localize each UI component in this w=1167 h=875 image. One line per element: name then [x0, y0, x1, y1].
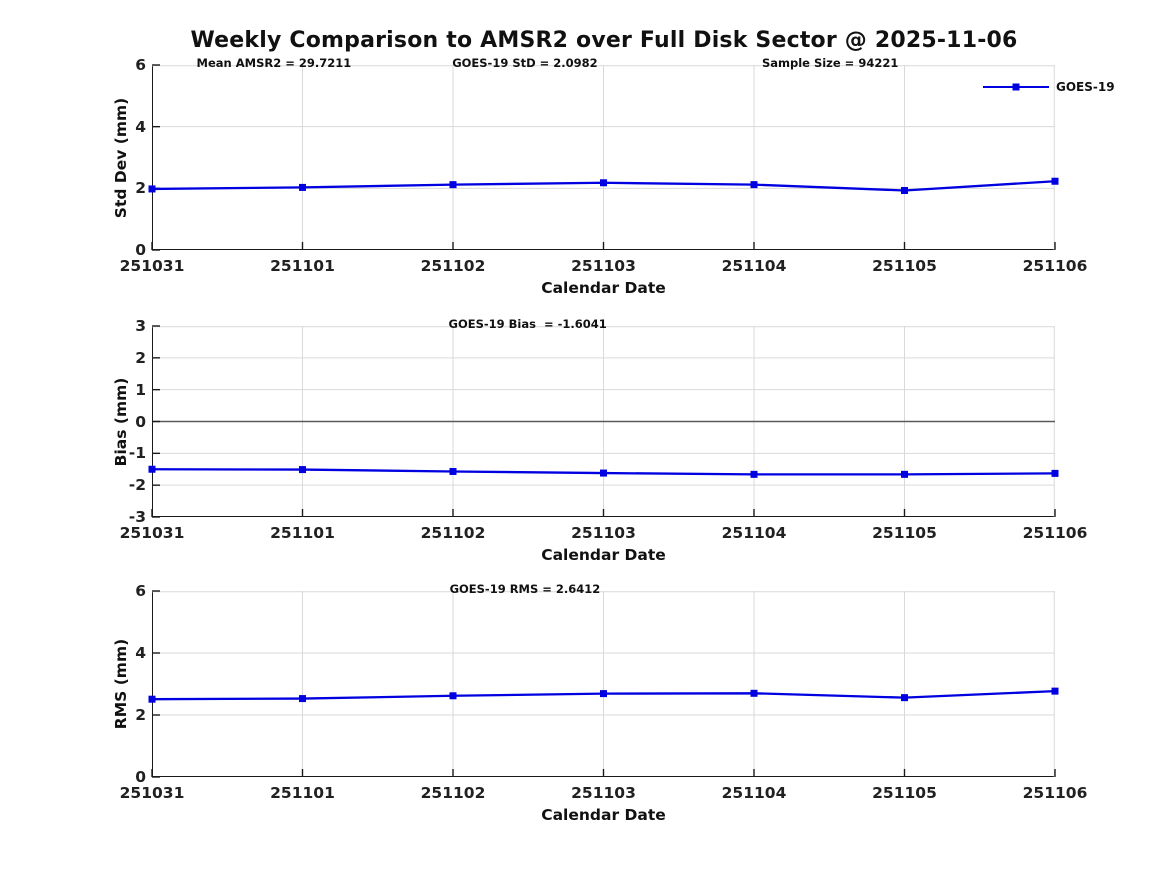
x-axis-title: Calendar Date: [541, 546, 666, 564]
y-tick-label: 4: [135, 117, 146, 136]
x-tick-label: 251106: [1022, 257, 1088, 275]
x-axis-title: Calendar Date: [541, 279, 666, 297]
stat-annotation: Sample Size = 94221: [761, 56, 899, 70]
x-tick-label: 251106: [1022, 524, 1088, 542]
y-tick-label: 2: [135, 179, 146, 198]
x-tick-label: 251101: [270, 524, 335, 542]
legend-square-marker-icon: [1012, 83, 1020, 91]
y-tick-label: 0: [135, 412, 146, 431]
data-point-marker: [1051, 177, 1059, 185]
x-tick-label: 251031: [119, 524, 185, 542]
data-point-marker: [750, 470, 758, 478]
y-tick-label: 4: [135, 644, 146, 662]
data-point-marker: [299, 466, 306, 474]
x-tick-label: 251031: [119, 784, 185, 802]
plot-svg: [148, 590, 1059, 778]
data-point-marker: [750, 689, 758, 697]
legend-series-label: GOES-19: [1056, 80, 1115, 94]
x-tick-label: 251103: [571, 784, 636, 802]
x-tick-label: 251101: [270, 257, 335, 275]
y-tick-label: 6: [135, 582, 146, 600]
y-tick-label: 2: [135, 348, 146, 367]
data-point-marker: [600, 690, 607, 698]
y-tick-label: 0: [135, 768, 146, 786]
y-tick-label: 6: [135, 56, 146, 74]
x-tick-label: 251031: [119, 257, 185, 275]
x-tick-label: 251101: [270, 784, 335, 802]
x-tick-label: 251104: [721, 524, 787, 542]
data-point-marker: [299, 695, 306, 703]
x-tick-label: 251103: [571, 524, 636, 542]
y-tick-label: 2: [135, 706, 146, 724]
data-point-marker: [1051, 469, 1059, 477]
data-point-marker: [750, 181, 758, 189]
data-point-marker: [600, 469, 607, 477]
data-point-marker: [449, 692, 457, 700]
stat-annotation: GOES-19 RMS = 2.6412: [449, 582, 601, 596]
x-tick-label: 251102: [420, 257, 486, 275]
x-tick-label: 251103: [571, 257, 636, 275]
data-point-marker: [901, 694, 908, 702]
data-point-marker: [148, 465, 156, 473]
stat-annotation: Mean AMSR2 = 29.7211: [196, 56, 352, 70]
x-tick-label: 251105: [872, 524, 937, 542]
x-tick-label: 251105: [872, 784, 937, 802]
data-point-marker: [148, 695, 156, 703]
x-tick-label: 251106: [1022, 784, 1088, 802]
plot-svg: [148, 64, 1059, 251]
y-tick-label: -1: [128, 444, 146, 463]
data-point-marker: [1051, 687, 1059, 695]
data-point-marker: [148, 185, 156, 193]
y-tick-label: 3: [135, 317, 146, 335]
data-point-marker: [299, 183, 306, 191]
data-point-marker: [901, 470, 908, 478]
y-axis-title: RMS (mm): [112, 638, 130, 730]
y-tick-label: 1: [135, 380, 146, 399]
stat-annotation: GOES-19 Bias = -1.6041: [448, 317, 607, 331]
y-axis-title: Bias (mm): [112, 377, 130, 466]
y-tick-label: -2: [128, 476, 146, 495]
legend: GOES-19: [983, 80, 1115, 94]
x-tick-label: 251104: [721, 784, 787, 802]
data-point-marker: [449, 467, 457, 475]
x-axis-title: Calendar Date: [541, 806, 666, 824]
x-tick-label: 251105: [872, 257, 937, 275]
y-tick-label: 0: [135, 241, 146, 259]
x-tick-label: 251102: [420, 524, 486, 542]
data-point-marker: [449, 181, 457, 189]
data-point-marker: [901, 186, 908, 194]
y-tick-label: -3: [128, 508, 146, 526]
legend-line-sample: [983, 83, 1049, 91]
plot-svg: [148, 325, 1059, 518]
x-tick-label: 251104: [721, 257, 787, 275]
stat-annotation: GOES-19 StD = 2.0982: [452, 56, 598, 70]
x-tick-label: 251102: [420, 784, 486, 802]
y-axis-title: Std Dev (mm): [112, 97, 130, 218]
data-point-marker: [600, 179, 607, 187]
figure-title: Weekly Comparison to AMSR2 over Full Dis…: [190, 28, 1018, 53]
